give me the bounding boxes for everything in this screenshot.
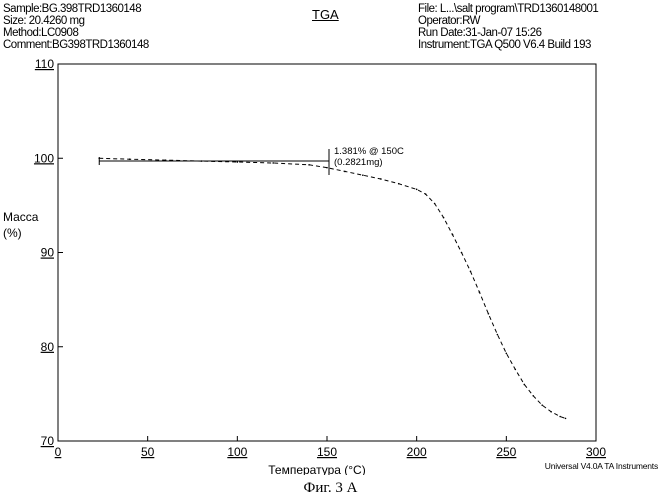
tga-chart: 0 50 100 150 200 250 300 70 80 90 100 110 Температур… bbox=[0, 0, 661, 475]
data-point bbox=[523, 384, 525, 386]
x-axis-label: Температура (°C) bbox=[268, 463, 365, 475]
data-point bbox=[344, 171, 346, 173]
data-point bbox=[559, 416, 561, 418]
x-tick-label: 300 bbox=[586, 445, 606, 459]
x-tick-label: 250 bbox=[496, 445, 516, 459]
data-point bbox=[488, 313, 490, 315]
mass-loss-curve bbox=[99, 158, 565, 418]
data-point bbox=[550, 411, 552, 413]
data-point bbox=[515, 369, 517, 371]
plot-frame bbox=[58, 64, 596, 441]
data-point bbox=[398, 183, 400, 185]
data-point bbox=[479, 291, 481, 293]
data-point bbox=[272, 162, 274, 164]
data-point bbox=[443, 217, 445, 219]
data-point bbox=[497, 334, 499, 336]
y-axis-label: Масса bbox=[3, 210, 39, 224]
data-point bbox=[541, 404, 543, 406]
data-point bbox=[129, 158, 131, 160]
data-point bbox=[416, 189, 418, 191]
figure-caption: Фиг. 3 А bbox=[0, 480, 661, 497]
x-tick-label: 150 bbox=[317, 445, 337, 459]
data-point bbox=[362, 174, 364, 176]
data-point bbox=[434, 203, 436, 205]
data-point bbox=[326, 167, 328, 169]
data-point bbox=[461, 252, 463, 254]
data-point bbox=[452, 234, 454, 236]
y-tick-label: 100 bbox=[34, 151, 54, 165]
data-point bbox=[506, 353, 508, 355]
y-tick-label: 110 bbox=[35, 57, 54, 71]
annotation-text: 1.381% @ 150C bbox=[334, 146, 404, 157]
annotation-text: (0.2821mg) bbox=[334, 157, 383, 168]
y-tick-label: 80 bbox=[41, 340, 55, 354]
y-tick-label: 70 bbox=[41, 434, 55, 448]
data-point bbox=[380, 178, 382, 180]
data-point bbox=[470, 271, 472, 273]
y-axis-label: (%) bbox=[3, 226, 22, 240]
data-point bbox=[308, 164, 310, 166]
data-point bbox=[532, 395, 534, 397]
y-tick-label: 90 bbox=[41, 246, 55, 260]
data-point bbox=[425, 193, 427, 195]
x-tick-label: 200 bbox=[407, 445, 427, 459]
x-tick-label: 100 bbox=[227, 445, 247, 459]
data-point bbox=[565, 418, 567, 420]
software-footer: Universal V4.0A TA Instruments bbox=[545, 461, 658, 471]
x-tick-label: 0 bbox=[55, 445, 62, 459]
x-tick-label: 50 bbox=[141, 445, 155, 459]
